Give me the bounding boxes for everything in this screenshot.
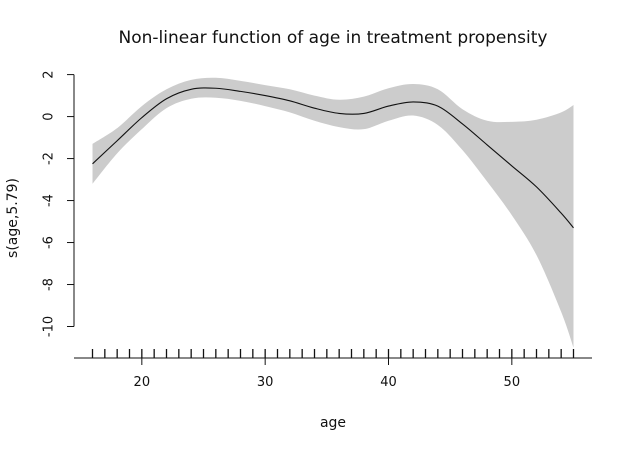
x-tick-label: 20 — [134, 375, 151, 390]
confidence-band — [92, 77, 574, 348]
y-tick-label: -4 — [42, 194, 57, 207]
x-axis-label: age — [320, 415, 346, 431]
x-tick-label: 50 — [504, 375, 521, 390]
y-tick-label: -6 — [42, 236, 57, 249]
x-tick-label: 40 — [380, 375, 397, 390]
y-tick-label: -2 — [42, 152, 57, 165]
y-tick-label: -8 — [42, 278, 57, 291]
fit-line-layer — [92, 87, 574, 229]
rug-layer — [91, 349, 575, 358]
y-tick-label: 0 — [42, 112, 57, 120]
chart-title: Non-linear function of age in treatment … — [119, 28, 548, 48]
y-tick-label: 2 — [42, 70, 57, 78]
fit-line — [92, 87, 574, 229]
x-tick-label: 30 — [257, 375, 274, 390]
y-tick-label: -10 — [42, 316, 57, 337]
confidence-band-layer — [92, 77, 574, 348]
y-axis-label: s(age,5.79) — [5, 178, 21, 258]
